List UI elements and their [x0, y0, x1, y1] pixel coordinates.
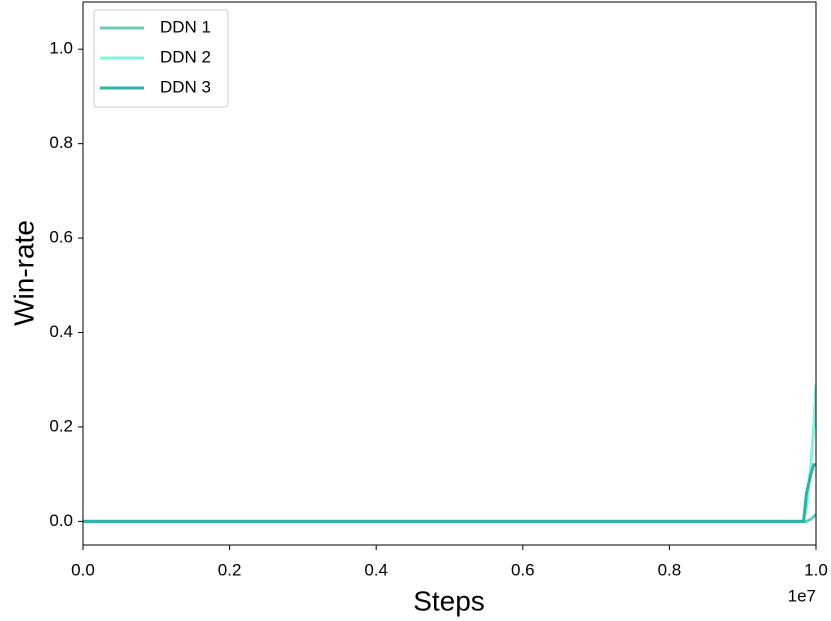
y-tick-label: 0.6 — [49, 228, 73, 247]
x-offset-label: 1e7 — [788, 586, 816, 605]
x-tick-label: 0.6 — [511, 560, 535, 579]
y-axis-title: Win-rate — [8, 220, 39, 326]
y-tick-label: 1.0 — [49, 39, 73, 58]
legend-label: DDN 3 — [160, 77, 211, 96]
x-tick-label: 1.0 — [804, 560, 828, 579]
legend-box — [93, 9, 229, 108]
legend-label: DDN 1 — [160, 17, 211, 36]
series-line — [83, 463, 816, 523]
y-tick-label: 0.0 — [49, 511, 73, 530]
x-tick-label: 0.4 — [364, 560, 388, 579]
x-tick-label: 0.0 — [71, 560, 95, 579]
legend-label: DDN 2 — [160, 47, 211, 66]
x-axis-title: Steps — [413, 585, 485, 616]
series-line — [83, 384, 816, 523]
y-tick-label: 0.2 — [49, 416, 73, 435]
y-tick-label: 0.8 — [49, 133, 73, 152]
x-tick-label: 0.8 — [658, 560, 682, 579]
y-tick-label: 0.4 — [49, 322, 73, 341]
x-tick-label: 0.2 — [218, 560, 242, 579]
plot-area — [83, 384, 816, 523]
axes-frame — [82, 1, 817, 546]
